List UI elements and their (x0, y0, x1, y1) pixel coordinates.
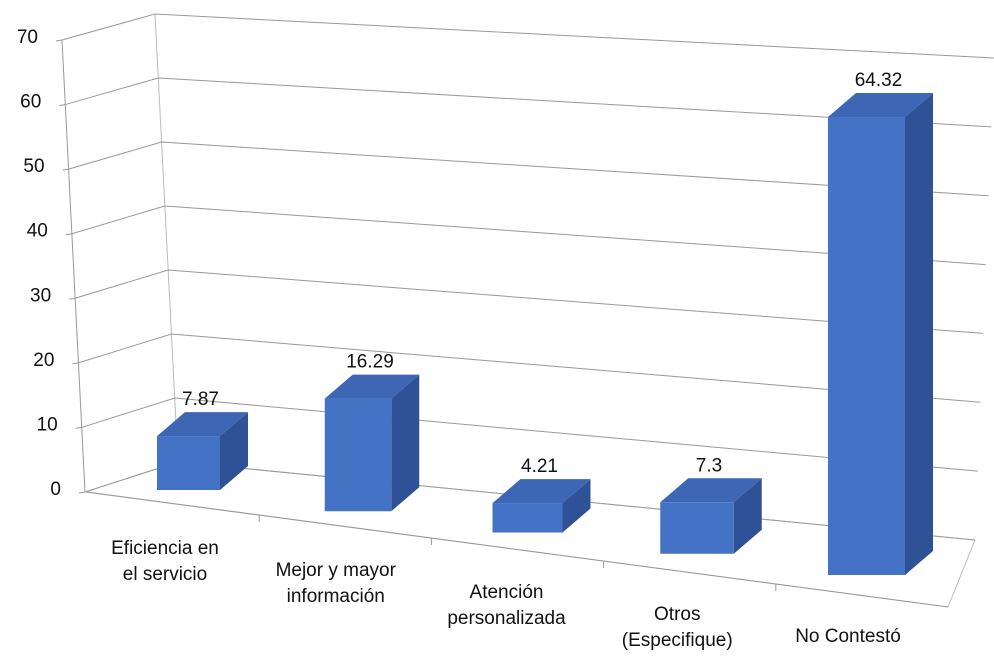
value-label: 7.87 (182, 389, 219, 410)
grid-line (78, 333, 981, 403)
y-axis (61, 39, 86, 493)
x-axis (86, 491, 949, 608)
bar-side (391, 374, 420, 512)
y-tick (69, 297, 76, 300)
x-tick-label: Mejor y mayor información (275, 560, 396, 607)
y-tick (65, 233, 72, 236)
y-tick (78, 491, 86, 494)
value-label: 16.29 (346, 352, 394, 373)
y-tick (59, 104, 66, 107)
bar (660, 502, 734, 554)
x-tick-label: No Contestó (795, 626, 901, 647)
value-label: 4.21 (521, 456, 558, 477)
grid-line (81, 397, 978, 472)
bar (324, 398, 392, 512)
grid-line (65, 77, 992, 128)
back-axis (154, 13, 179, 463)
bar (828, 117, 905, 576)
bar-side (562, 479, 591, 533)
value-label: 64.32 (855, 70, 903, 91)
bar (157, 436, 220, 490)
y-tick-label: 70 (17, 27, 38, 48)
grid-line (74, 269, 984, 334)
y-tick-label: 10 (37, 414, 58, 435)
bar-side (220, 412, 248, 490)
bar-top (828, 93, 933, 118)
y-tick (72, 362, 79, 365)
x-tick-label: Eficiencia en el servicio (111, 538, 219, 585)
bar-top (157, 412, 248, 437)
bar-top (324, 374, 420, 399)
y-tick (75, 426, 82, 429)
y-tick-label: 40 (27, 221, 48, 242)
y-tick-label: 50 (23, 156, 44, 177)
y-tick (62, 168, 69, 171)
x-tick-label: Otros (Especifique) (621, 604, 733, 651)
y-tick-label: 30 (30, 285, 51, 306)
y-tick-label: 20 (33, 350, 54, 371)
bar-side (905, 93, 933, 576)
grid-line (71, 205, 986, 266)
bar-top (492, 479, 591, 504)
bar (492, 503, 563, 533)
bar-side (733, 478, 762, 554)
y-tick-label: 60 (20, 92, 41, 113)
bar-top (660, 478, 762, 503)
x-tick-label: Atención personalizada (447, 582, 566, 629)
grid-line (68, 141, 989, 197)
y-tick (55, 39, 63, 42)
value-label: 7.3 (696, 455, 722, 476)
y-tick-label: 0 (50, 479, 61, 500)
grid-line (61, 13, 994, 59)
